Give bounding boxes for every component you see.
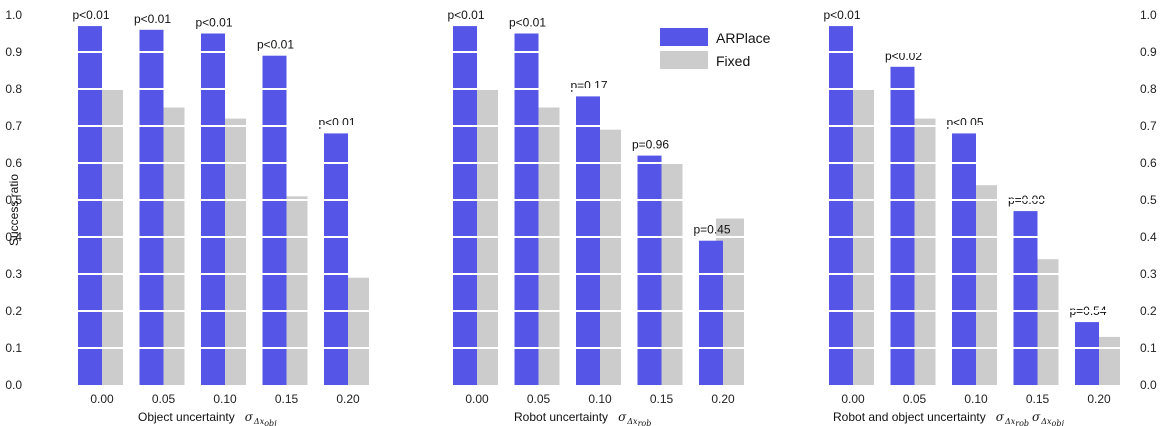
y-tick-label: 0.4: [1140, 230, 1157, 244]
y-tick-label: 0.8: [1140, 82, 1157, 96]
bar-arplace: [262, 55, 287, 385]
p-value-label: p=0.45: [693, 223, 730, 237]
legend-label-fixed: Fixed: [716, 53, 750, 69]
x-tick-label: 0.05: [527, 392, 551, 406]
y-tick-label: 0.7: [5, 119, 22, 133]
x-axis-symbol-sub: Δx: [626, 417, 638, 426]
x-tick-label: 0.15: [650, 392, 674, 406]
bar-arplace: [637, 155, 662, 385]
bar-arplace: [139, 29, 164, 386]
x-axis-symbol-sub: Δx: [1040, 417, 1052, 426]
y-axis-left: 0.0 0.1 0.2 0.3 0.4 0.5 0.6 0.7 0.8 0.9 1.0: [5, 8, 22, 392]
x-tick-label: 0.05: [903, 392, 927, 406]
panel-object-uncertainty: p<0.01 0.00 p<0.01 0.05 p<0.01 0.10 p<0.01 0.15…: [72, 8, 380, 426]
x-axis-symbol: σ: [245, 410, 254, 424]
p-value-label: p<0.01: [509, 16, 546, 30]
bar-arplace: [201, 33, 225, 385]
p-value-label: p<0.01: [257, 38, 294, 52]
y-tick-label: 0.3: [5, 267, 22, 281]
x-axis-label: Object uncertainty: [138, 410, 235, 424]
y-tick-label: 1.0: [5, 8, 22, 22]
y-tick-label: 0.6: [1140, 156, 1157, 170]
p-value-label: p<0.01: [318, 115, 355, 129]
x-tick-label: 0.20: [1087, 392, 1111, 406]
y-axis-label: Success ratio: [7, 174, 21, 246]
y-tick-label: 0.9: [5, 45, 22, 59]
bar-arplace: [324, 133, 348, 385]
x-tick-label: 0.20: [711, 392, 735, 406]
y-tick-label: 0.5: [5, 193, 22, 207]
bar-arplace: [829, 26, 853, 385]
y-tick-label: 0.8: [5, 82, 22, 96]
y-tick-label: 0.0: [1140, 378, 1157, 392]
y-tick-label: 0.5: [1140, 193, 1157, 207]
p-value-label: p<0.01: [72, 8, 109, 22]
x-axis-symbol-subsub: obj: [264, 419, 277, 426]
x-axis-symbol-sub: Δx: [1004, 417, 1016, 426]
bar-arplace: [1013, 211, 1038, 385]
x-tick-label: 0.10: [213, 392, 237, 406]
x-tick-label: 0.20: [336, 392, 360, 406]
y-axis-right: 0.0 0.1 0.2 0.3 0.4 0.5 0.6 0.7 0.8 0.9 1.0: [1140, 8, 1157, 392]
x-tick-label: 0.00: [465, 392, 489, 406]
bar-arplace: [699, 240, 723, 385]
x-axis-symbol: σ: [1032, 410, 1041, 424]
bar-arplace: [576, 96, 600, 386]
y-tick-label: 0.6: [5, 156, 22, 170]
x-axis-label: Robot and object uncertainty: [833, 410, 986, 424]
p-value-label: p<0.01: [134, 12, 171, 26]
x-axis-symbol-subsub: rob: [1015, 419, 1029, 426]
p-value-label: p<0.02: [885, 49, 922, 63]
x-tick-label: 0.00: [841, 392, 865, 406]
panel-robot-and-object-uncertainty: p<0.010.00p<0.020.05p<0.050.10p=0.090.15…: [823, 8, 1131, 426]
x-tick-label: 0.15: [1026, 392, 1050, 406]
legend-swatch-arplace: [660, 28, 708, 46]
y-tick-label: 0.7: [1140, 119, 1157, 133]
x-tick-label: 0.10: [964, 392, 988, 406]
x-tick-label: 0.00: [90, 392, 114, 406]
x-axis-label: Robot uncertainty: [514, 410, 608, 424]
legend: ARPlace Fixed: [660, 28, 771, 69]
y-tick-label: 0.2: [5, 304, 22, 318]
y-tick-label: 0.0: [5, 378, 22, 392]
bar-arplace: [514, 33, 539, 385]
p-value-label: p<0.01: [195, 16, 232, 30]
x-axis-symbol-subsub: obj: [1052, 419, 1065, 426]
y-tick-label: 0.1: [1140, 341, 1157, 355]
panel-robot-uncertainty: p<0.01 0.00 p<0.01 0.05 p=0.17 0.10 p=0.96 0.15…: [447, 8, 755, 426]
y-tick-label: 0.4: [5, 230, 22, 244]
p-value-label: p=0.17: [570, 78, 607, 92]
x-tick-label: 0.05: [152, 392, 176, 406]
y-tick-label: 0.9: [1140, 45, 1157, 59]
bar-arplace: [890, 66, 915, 386]
p-value-label: p<0.05: [946, 115, 983, 129]
y-tick-label: 1.0: [1140, 8, 1157, 22]
y-tick-label: 0.2: [1140, 304, 1157, 318]
y-tick-label: 0.3: [1140, 267, 1157, 281]
x-axis-symbol-sub: Δx: [253, 417, 265, 426]
p-value-label: p<0.01: [447, 8, 484, 22]
bar-arplace: [453, 26, 477, 385]
bar-arplace: [78, 26, 102, 385]
x-tick-label: 0.10: [588, 392, 612, 406]
x-axis-symbol-subsub: rob: [638, 419, 652, 426]
p-value-label: p=0.96: [632, 138, 669, 152]
bar-arplace: [952, 133, 976, 385]
x-axis-symbol: σ: [618, 410, 627, 424]
x-tick-label: 0.15: [275, 392, 299, 406]
bar-arplace: [1075, 322, 1099, 385]
p-value-label: p<0.01: [823, 8, 860, 22]
x-axis-symbol: σ: [996, 410, 1005, 424]
y-tick-label: 0.1: [5, 341, 22, 355]
legend-label-arplace: ARPlace: [716, 30, 771, 46]
legend-swatch-fixed: [660, 51, 708, 69]
